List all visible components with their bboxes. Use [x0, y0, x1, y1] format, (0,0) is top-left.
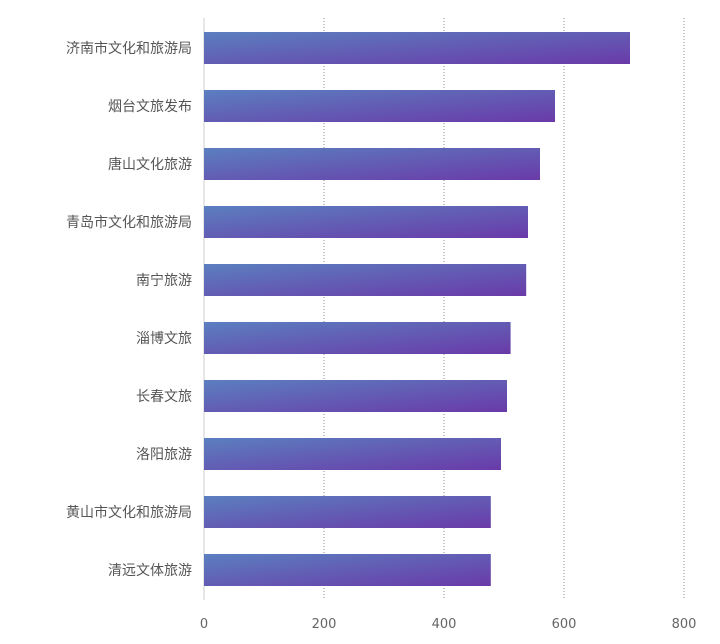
category-label: 长春文旅 [136, 389, 192, 405]
category-labels: 济南市文化和旅游局烟台文旅发布唐山文化旅游青岛市文化和旅游局南宁旅游淄博文旅长春… [66, 40, 192, 579]
bar [204, 264, 527, 296]
category-label: 唐山文化旅游 [108, 156, 192, 173]
category-label: 南宁旅游 [136, 272, 192, 289]
x-tick-label: 800 [672, 617, 697, 632]
bar [204, 438, 501, 470]
x-tick-label: 0 [200, 617, 208, 632]
bar [204, 90, 555, 122]
bar [204, 148, 540, 180]
category-label: 清远文体旅游 [108, 563, 192, 579]
category-label: 济南市文化和旅游局 [66, 40, 192, 57]
bar [204, 322, 511, 354]
category-label: 青岛市文化和旅游局 [66, 214, 192, 231]
x-axis-ticks: 0 200 400 600 800 [200, 617, 697, 632]
x-tick-label: 400 [432, 617, 457, 632]
bar [204, 206, 528, 238]
x-tick-label: 200 [312, 617, 337, 632]
bar [204, 554, 491, 586]
category-label: 淄博文旅 [136, 330, 192, 347]
x-tick-label: 600 [552, 617, 577, 632]
bar [204, 32, 630, 64]
bar [204, 496, 491, 528]
bars [204, 32, 630, 586]
category-label: 黄山市文化和旅游局 [66, 504, 192, 521]
category-label: 洛阳旅游 [136, 447, 192, 463]
category-label: 烟台文旅发布 [108, 99, 192, 115]
bar [204, 380, 507, 412]
